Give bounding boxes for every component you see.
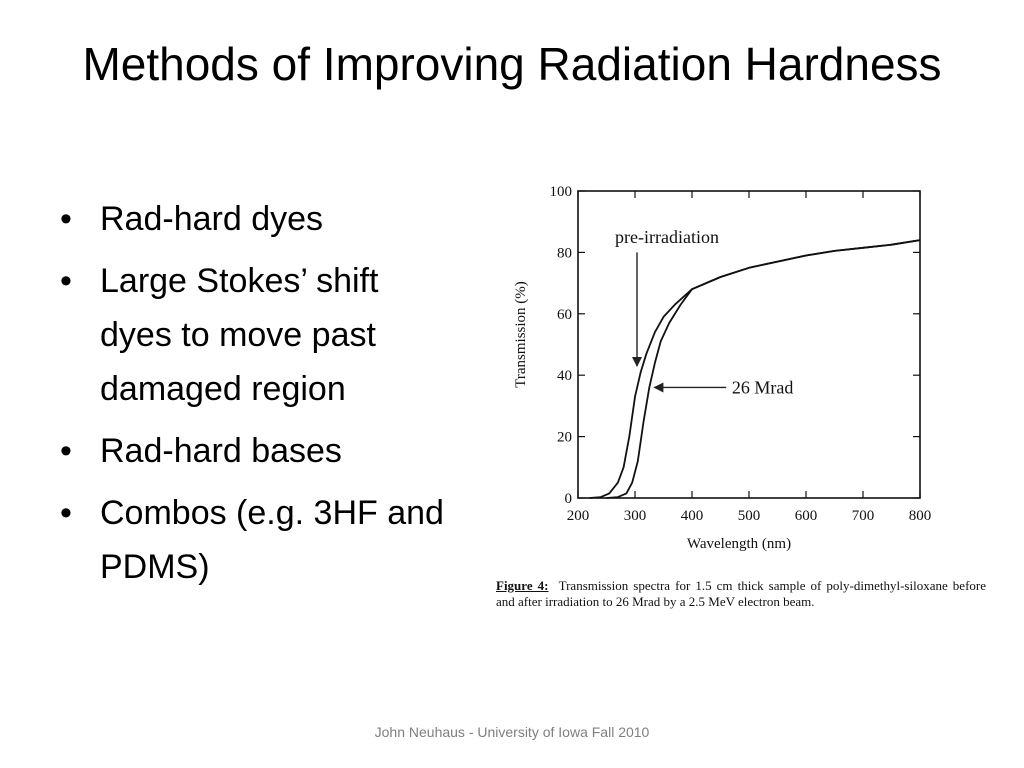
x-tick-label: 600 — [795, 508, 818, 524]
footer-text: John Neuhaus - University of Iowa Fall 2… — [374, 724, 650, 740]
bullet-item: Rad-hard dyes — [58, 192, 458, 246]
y-tick-label: 100 — [550, 184, 573, 200]
x-tick-label: 400 — [681, 508, 704, 524]
y-tick-label: 0 — [565, 491, 573, 507]
transmission-chart: 200 300 400 500 600 700 800 0 20 40 60 80 100 Wavelen… — [513, 184, 932, 552]
y-axis-label: Transmission (%) — [513, 281, 529, 388]
x-tick-label: 200 — [567, 508, 590, 524]
bullet-item: Large Stokes’ shift dyes to move past da… — [58, 254, 458, 416]
figure-panel: 200 300 400 500 600 700 800 0 20 40 60 80 100 Wavelen… — [480, 176, 1000, 636]
figure-caption: Figure 4: Transmission spectra for 1.5 c… — [496, 578, 986, 610]
slide-title: Methods of Improving Radiation Hardness — [82, 38, 942, 90]
bullet-item: Rad-hard bases — [58, 424, 458, 478]
figure-caption-label: Figure 4: — [496, 578, 549, 593]
y-tick-label: 60 — [557, 307, 572, 323]
y-tick-label: 40 — [557, 368, 572, 384]
bullet-item: Combos (e.g. 3HF and PDMS) — [58, 486, 458, 594]
figure-caption-text: Transmission spectra for 1.5 cm thick sa… — [496, 578, 986, 609]
annotation-pre-irradiation: pre-irradiation — [615, 227, 719, 247]
bullet-list: Rad-hard dyes Large Stokes’ shift dyes t… — [58, 192, 458, 602]
annotation-26-mrad: 26 Mrad — [732, 377, 794, 397]
x-tick-label: 300 — [624, 508, 647, 524]
x-tick-label: 700 — [852, 508, 875, 524]
x-axis-label: Wavelength (nm) — [687, 536, 791, 552]
x-tick-label: 800 — [909, 508, 932, 524]
y-tick-label: 20 — [557, 430, 572, 446]
series-line-pre-irradiation — [589, 239, 921, 499]
series-line-26-mrad — [606, 239, 921, 499]
x-tick-label: 500 — [738, 508, 761, 524]
y-tick-label: 80 — [557, 245, 572, 261]
